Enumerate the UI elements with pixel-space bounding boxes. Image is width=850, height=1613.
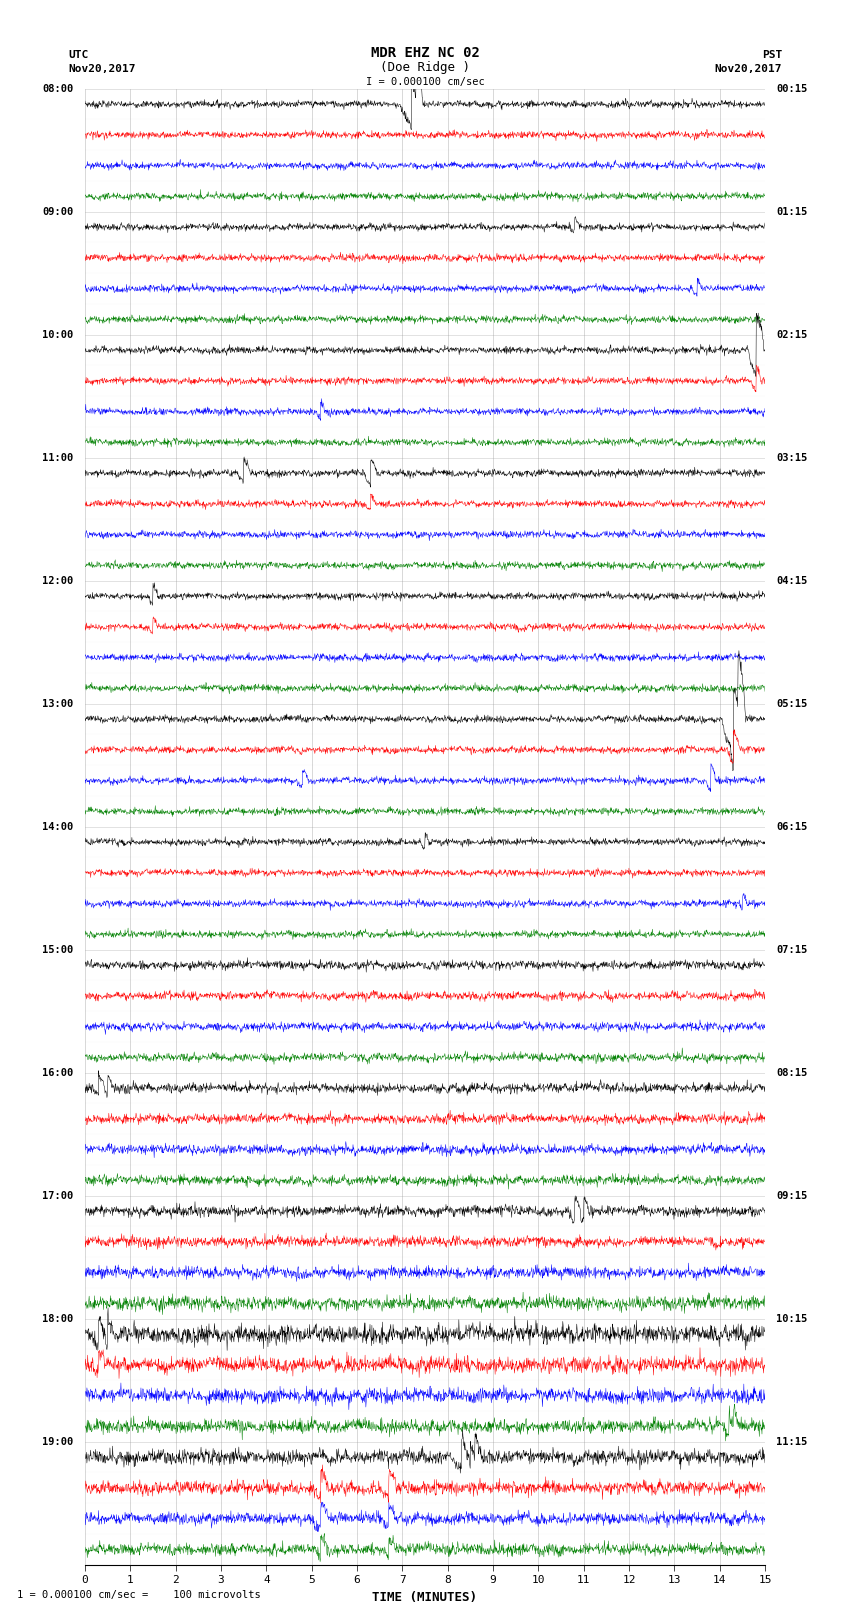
Text: 13:00: 13:00 (42, 698, 74, 708)
Text: 14:00: 14:00 (42, 821, 74, 832)
Text: Nov20,2017: Nov20,2017 (68, 65, 135, 74)
Text: 02:15: 02:15 (776, 329, 808, 340)
Text: 09:15: 09:15 (776, 1190, 808, 1200)
Text: Nov20,2017: Nov20,2017 (715, 65, 782, 74)
Text: 06:15: 06:15 (776, 821, 808, 832)
Text: 08:15: 08:15 (776, 1068, 808, 1077)
Text: (Doe Ridge ): (Doe Ridge ) (380, 61, 470, 74)
Text: 08:00: 08:00 (42, 84, 74, 94)
Text: MDR EHZ NC 02: MDR EHZ NC 02 (371, 45, 479, 60)
Text: 10:15: 10:15 (776, 1313, 808, 1324)
Text: 17:00: 17:00 (42, 1190, 74, 1200)
Text: 01:15: 01:15 (776, 206, 808, 216)
Text: 00:15: 00:15 (776, 84, 808, 94)
Text: 19:00: 19:00 (42, 1437, 74, 1447)
Text: 09:00: 09:00 (42, 206, 74, 216)
Text: 12:00: 12:00 (42, 576, 74, 586)
Text: 11:15: 11:15 (776, 1437, 808, 1447)
Text: 11:00: 11:00 (42, 453, 74, 463)
Text: 07:15: 07:15 (776, 945, 808, 955)
Text: UTC: UTC (68, 50, 88, 60)
Text: 04:15: 04:15 (776, 576, 808, 586)
Text: 1 = 0.000100 cm/sec =    100 microvolts: 1 = 0.000100 cm/sec = 100 microvolts (17, 1590, 261, 1600)
Text: 16:00: 16:00 (42, 1068, 74, 1077)
Text: PST: PST (762, 50, 782, 60)
X-axis label: TIME (MINUTES): TIME (MINUTES) (372, 1590, 478, 1603)
Text: 18:00: 18:00 (42, 1313, 74, 1324)
Text: 05:15: 05:15 (776, 698, 808, 708)
Text: I = 0.000100 cm/sec: I = 0.000100 cm/sec (366, 77, 484, 87)
Text: 15:00: 15:00 (42, 945, 74, 955)
Text: 10:00: 10:00 (42, 329, 74, 340)
Text: 03:15: 03:15 (776, 453, 808, 463)
